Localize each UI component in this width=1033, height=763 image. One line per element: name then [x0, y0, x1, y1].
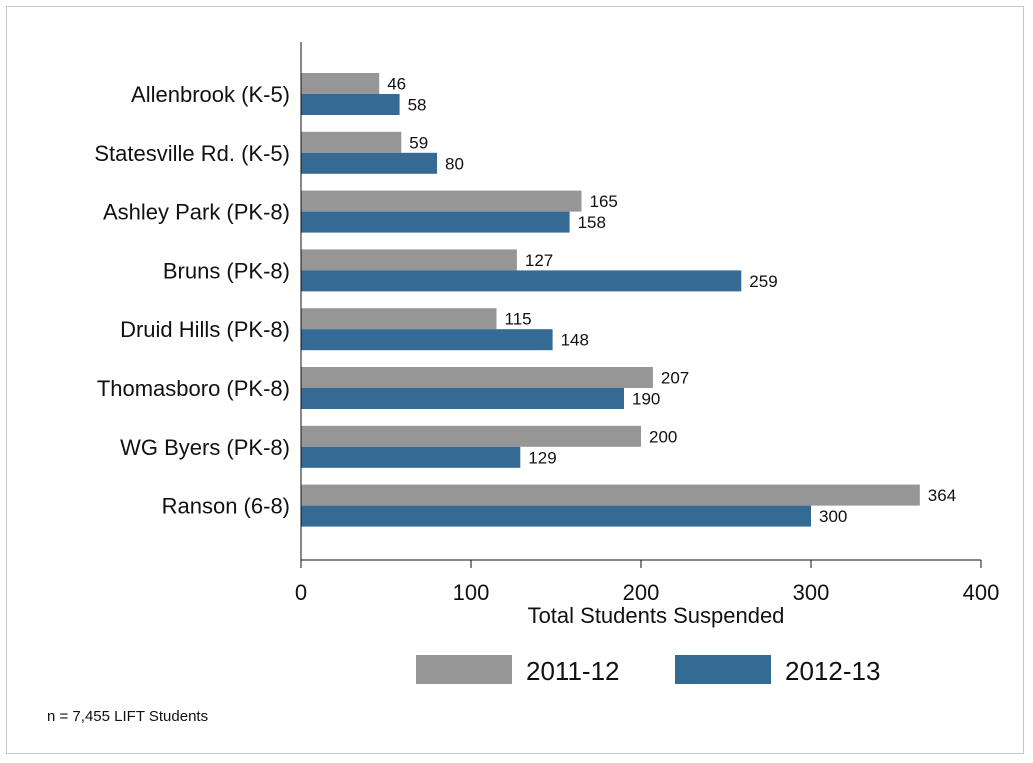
data-label-2012-13-3: 259	[749, 272, 777, 291]
bar-2011-12-0	[301, 73, 380, 94]
bar-2011-12-7	[301, 484, 920, 506]
category-labels-group: Allenbrook (K-5) Statesville Rd. (K-5) Ash…	[94, 82, 290, 519]
legend-label-2011-12: 2011-12	[526, 656, 620, 686]
data-label-2012-13-4: 148	[561, 331, 589, 350]
bar-2012-13-1	[301, 152, 437, 174]
legend: 2011-12 2012-13	[416, 655, 880, 686]
bar-2012-13-2	[301, 211, 570, 233]
x-tick-label-2: 200	[623, 580, 660, 605]
data-label-2011-12-2: 165	[590, 192, 618, 211]
data-label-2011-12-6: 200	[649, 427, 677, 446]
category-label-4: Druid Hills (PK-8)	[120, 317, 290, 342]
bar-2011-12-5	[301, 367, 653, 388]
bar-2011-12-3	[301, 249, 517, 271]
data-label-2011-12-7: 364	[928, 486, 956, 505]
data-label-2012-13-5: 190	[632, 390, 660, 409]
category-label-3: Bruns (PK-8)	[163, 258, 290, 283]
data-label-2011-12-4: 115	[505, 310, 532, 329]
x-axis-ticks-group: 0 100 200 300 400	[295, 560, 999, 605]
category-label-2: Ashley Park (PK-8)	[103, 200, 290, 225]
x-tick-label-4: 400	[963, 580, 1000, 605]
x-tick-label-0: 0	[295, 580, 307, 605]
data-label-2011-12-0: 46	[387, 75, 406, 94]
bar-2011-12-6	[301, 425, 641, 447]
bar-2011-12-2	[301, 190, 582, 212]
bar-2011-12-1	[301, 131, 402, 153]
bar-2012-13-3	[301, 270, 742, 292]
category-label-7: Ranson (6-8)	[162, 494, 290, 519]
x-tick-label-3: 300	[793, 580, 830, 605]
data-label-2012-13-0: 58	[408, 96, 427, 115]
bar-2012-13-5	[301, 388, 624, 409]
data-label-2012-13-7: 300	[819, 507, 847, 526]
bar-2012-13-7	[301, 505, 811, 527]
data-label-2012-13-2: 158	[578, 213, 606, 232]
category-label-0: Allenbrook (K-5)	[131, 82, 290, 107]
data-label-2011-12-5: 207	[661, 369, 689, 388]
legend-label-2012-13: 2012-13	[785, 656, 880, 686]
bar-2012-13-4	[301, 329, 553, 351]
category-label-1: Statesville Rd. (K-5)	[94, 141, 290, 166]
bar-2012-13-0	[301, 94, 400, 115]
x-axis-title: Total Students Suspended	[528, 603, 785, 628]
legend-swatch-2011-12	[416, 655, 512, 684]
sample-size-note: n = 7,455 LIFT Students	[47, 708, 209, 725]
data-label-2012-13-6: 129	[528, 448, 556, 467]
data-label-2012-13-1: 80	[445, 154, 464, 173]
bar-2011-12-4	[301, 308, 497, 330]
bar-2012-13-6	[301, 446, 521, 468]
bars-group	[301, 73, 920, 527]
legend-swatch-2012-13	[675, 655, 771, 684]
category-label-6: WG Byers (PK-8)	[120, 435, 290, 460]
category-label-5: Thomasboro (PK-8)	[97, 376, 290, 401]
data-label-2011-12-3: 127	[525, 251, 553, 270]
x-tick-label-1: 100	[453, 580, 490, 605]
data-label-2011-12-1: 59	[409, 133, 428, 152]
